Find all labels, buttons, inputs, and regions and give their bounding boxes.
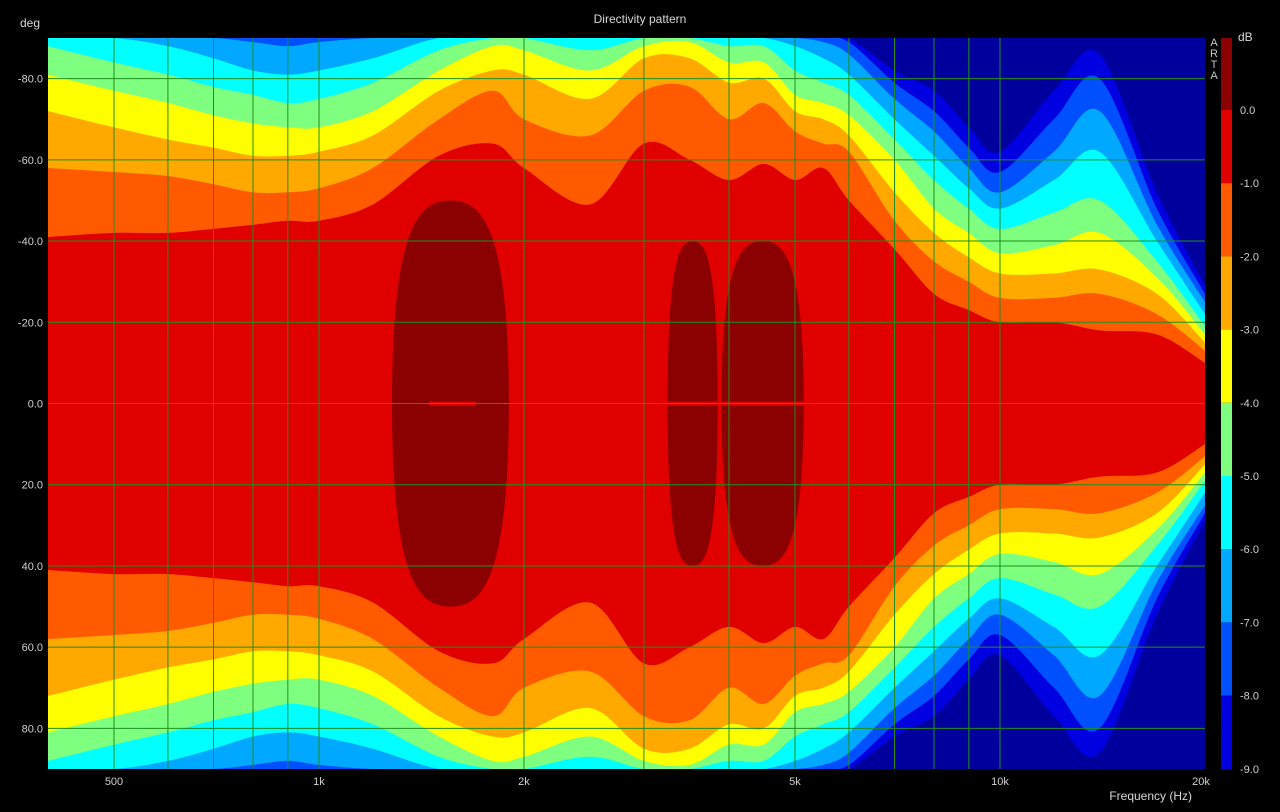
x-tick-label: 20k <box>1192 776 1210 788</box>
y-axis-ticks: -80.0 -60.0 -40.0 -20.0 0.0 20.0 40.0 60.0 80.0 <box>18 74 43 736</box>
colorbar-swatch-top <box>1221 38 1232 110</box>
colorbar-swatch <box>1221 329 1232 403</box>
grid-lines <box>48 38 1205 769</box>
contour-bands <box>48 38 1205 769</box>
colorbar-swatch <box>1221 110 1232 184</box>
x-tick-label: 1k <box>313 776 325 788</box>
colorbar-swatch <box>1221 476 1232 550</box>
colorbar-swatch <box>1221 402 1232 476</box>
y-tick-label: 20.0 <box>22 480 43 492</box>
y-tick-label: 40.0 <box>22 561 43 573</box>
y-tick-label: 60.0 <box>22 642 43 654</box>
x-tick-label: 10k <box>991 776 1009 788</box>
colorbar-tick-label: -8.0 <box>1240 691 1259 703</box>
x-axis-label: Frequency (Hz) <box>1109 789 1192 803</box>
colorbar-tick-label: -3.0 <box>1240 325 1259 337</box>
x-tick-label: 2k <box>518 776 530 788</box>
y-tick-label: -80.0 <box>18 74 43 86</box>
y-axis-label: deg <box>20 16 41 30</box>
y-tick-label: 0.0 <box>28 399 43 411</box>
y-tick-label: -20.0 <box>18 317 43 329</box>
x-axis-ticks: 500 1k 2k 5k 10k 20k <box>105 776 1211 788</box>
colorbar-tick-label: -4.0 <box>1240 398 1259 410</box>
colorbar-swatch <box>1221 768 1232 770</box>
colorbar-tick-label: -5.0 <box>1240 471 1259 483</box>
x-tick-label: 500 <box>105 776 123 788</box>
arta-watermark: ARTA <box>1210 37 1218 82</box>
colorbar-swatch <box>1221 622 1232 696</box>
colorbar-tick-label: 0.0 <box>1240 105 1255 117</box>
colorbar-swatch <box>1221 549 1232 623</box>
colorbar-tick-label: -6.0 <box>1240 544 1259 556</box>
y-tick-label: 80.0 <box>22 723 43 735</box>
x-tick-label: 5k <box>789 776 801 788</box>
colorbar-tick-label: -2.0 <box>1240 251 1259 263</box>
colorbar-tick-label: -9.0 <box>1240 764 1259 776</box>
colorbar-tick-label: -7.0 <box>1240 617 1259 629</box>
colorbar-swatch <box>1221 695 1232 769</box>
colorbar-swatch <box>1221 256 1232 330</box>
y-tick-label: -60.0 <box>18 155 43 167</box>
chart-title: Directivity pattern <box>593 12 687 26</box>
colorbar-unit-label: dB <box>1238 30 1253 44</box>
colorbar-swatch <box>1221 183 1232 257</box>
y-tick-label: -40.0 <box>18 236 43 248</box>
colorbar-tick-label: -1.0 <box>1240 178 1259 190</box>
colorbar: 0.0 -1.0 -2.0 -3.0 -4.0 -5.0 -6.0 -7.0 -8.0 -9.0 <box>1221 38 1259 776</box>
